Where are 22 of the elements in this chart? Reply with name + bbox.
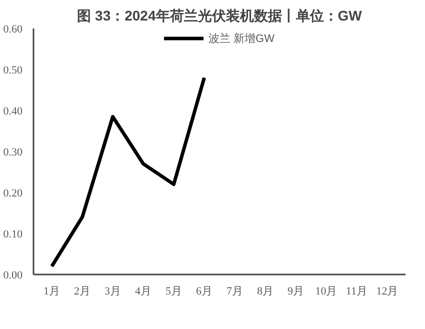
x-tick-label: 6月 bbox=[196, 286, 213, 298]
x-tick-label: 7月 bbox=[226, 286, 243, 298]
x-tick-label: 9月 bbox=[287, 286, 304, 298]
x-tick-label: 11月 bbox=[346, 286, 368, 298]
y-tick-label: 0.40 bbox=[3, 106, 23, 118]
x-tick-label: 4月 bbox=[135, 286, 152, 298]
y-tick-label: 0.00 bbox=[3, 270, 23, 282]
line-series bbox=[50, 76, 206, 268]
x-tick-label: 5月 bbox=[166, 286, 182, 298]
y-tick-label: 0.60 bbox=[3, 24, 23, 36]
x-tick-label: 2月 bbox=[74, 286, 91, 298]
chart-title: 图 33：2024年荷兰光伏装机数据丨单位：GW bbox=[77, 8, 363, 24]
legend-label: 波兰 新增GW bbox=[208, 32, 274, 46]
y-tick-label: 0.30 bbox=[3, 146, 23, 158]
x-tick-label: 3月 bbox=[104, 286, 122, 298]
x-tick-label: 8月 bbox=[256, 286, 274, 298]
x-tick-label: 10月 bbox=[315, 286, 338, 298]
x-tick-label: 1月 bbox=[44, 286, 60, 298]
x-tick-label: 12月 bbox=[376, 286, 398, 298]
y-tick-label: 0.20 bbox=[3, 188, 23, 200]
y-tick-label: 0.50 bbox=[3, 64, 23, 76]
y-tick-label: 0.10 bbox=[3, 228, 23, 240]
